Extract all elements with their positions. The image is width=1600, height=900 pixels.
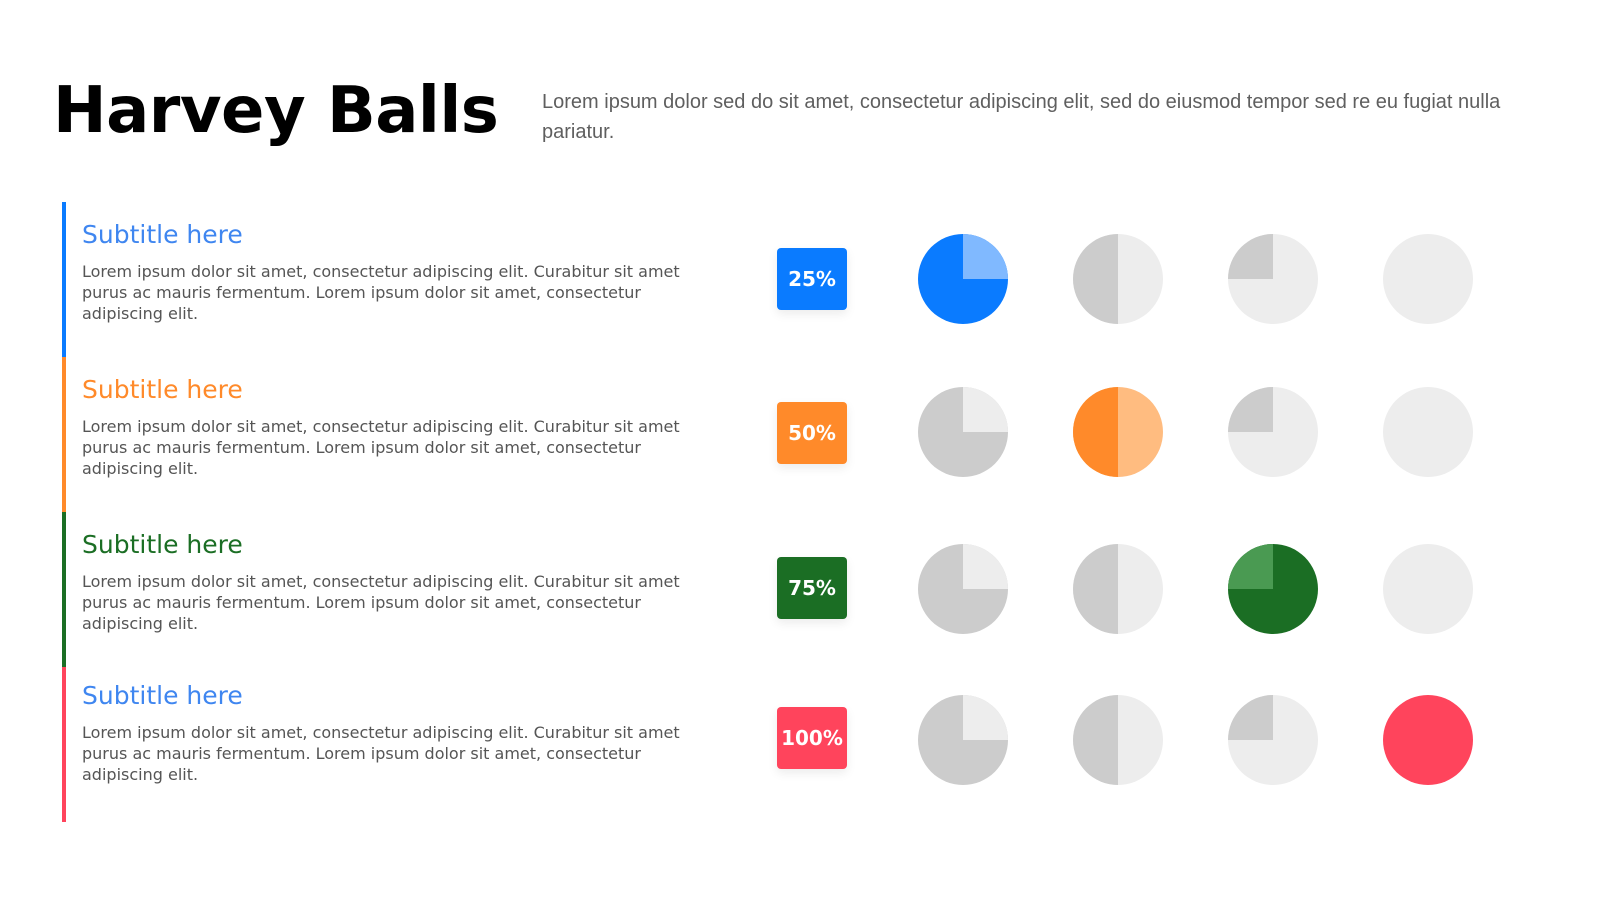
row-accent-bar [62, 202, 66, 357]
row-accent-bar [62, 667, 66, 822]
harvey-row: Subtitle here Lorem ipsum dolor sit amet,… [62, 667, 1542, 822]
percent-badge: 50% [777, 402, 847, 464]
row-subtitle: Subtitle here [82, 530, 243, 559]
row-description: Lorem ipsum dolor sit amet, consectetur … [82, 572, 680, 633]
harvey-ball-half-icon [1073, 544, 1163, 634]
row-subtitle: Subtitle here [82, 220, 243, 249]
harvey-ball-quarter-icon [1228, 695, 1318, 785]
harvey-ball-three-quarter-icon [918, 387, 1008, 477]
row-description: Lorem ipsum dolor sit amet, consectetur … [82, 723, 680, 784]
harvey-ball-three-quarter-icon [918, 544, 1008, 634]
row-accent-bar [62, 512, 66, 667]
harvey-row: Subtitle here Lorem ipsum dolor sit amet,… [62, 512, 1542, 667]
harvey-ball-full-icon [1383, 544, 1473, 634]
percent-badge: 25% [777, 248, 847, 310]
page-title: Harvey Balls [53, 74, 499, 148]
harvey-ball-active-icon [1228, 544, 1318, 634]
harvey-ball-half-icon [1073, 234, 1163, 324]
harvey-ball-full-icon [1383, 387, 1473, 477]
percent-badge: 75% [777, 557, 847, 619]
row-subtitle: Subtitle here [82, 375, 243, 404]
row-subtitle: Subtitle here [82, 681, 243, 710]
harvey-row: Subtitle here Lorem ipsum dolor sit amet,… [62, 357, 1542, 512]
harvey-row: Subtitle here Lorem ipsum dolor sit amet,… [62, 202, 1542, 357]
row-description: Lorem ipsum dolor sit amet, consectetur … [82, 262, 680, 323]
row-accent-bar [62, 357, 66, 512]
harvey-ball-quarter-icon [1228, 387, 1318, 477]
harvey-ball-full-icon [1383, 234, 1473, 324]
harvey-ball-active-icon [1073, 387, 1163, 477]
harvey-ball-three-quarter-icon [918, 695, 1008, 785]
harvey-ball-active-icon [918, 234, 1008, 324]
percent-badge: 100% [777, 707, 847, 769]
harvey-ball-active-icon [1383, 695, 1473, 785]
row-description: Lorem ipsum dolor sit amet, consectetur … [82, 417, 680, 478]
harvey-ball-quarter-icon [1228, 234, 1318, 324]
intro-text: Lorem ipsum dolor sed do sit amet, conse… [542, 91, 1501, 143]
harvey-ball-half-icon [1073, 695, 1163, 785]
